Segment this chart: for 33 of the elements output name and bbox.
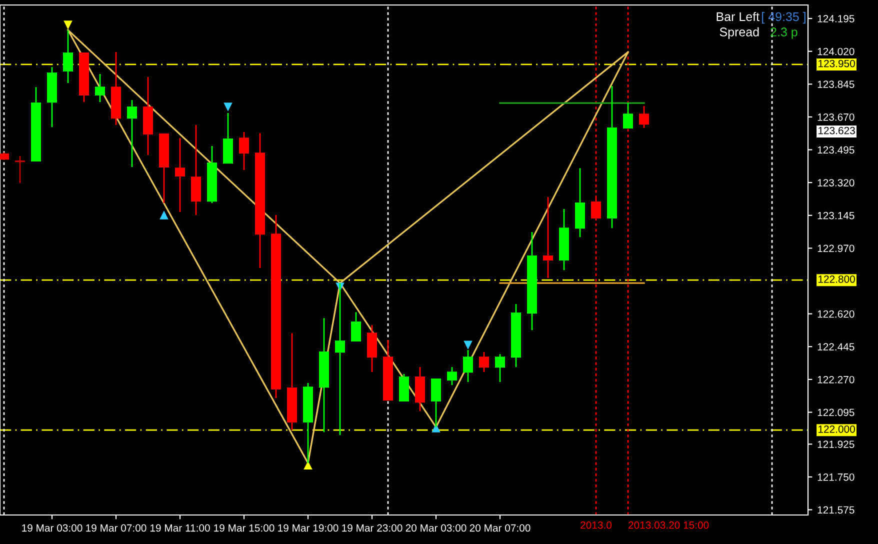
- x-tick-label: 19 Mar 23:00: [342, 524, 402, 532]
- ref-line-label: 123.950: [818, 60, 855, 68]
- y-tick-label: 122.620: [818, 310, 854, 318]
- y-tick-label: 123.670: [818, 113, 854, 121]
- x-tick-label: 19 Mar 19:00: [278, 524, 338, 532]
- ref-line-label: 2013.0: [580, 521, 612, 529]
- x-tick-label: 19 Mar 03:00: [22, 524, 82, 532]
- ref-line-label: 122.800: [818, 275, 855, 283]
- x-tick-label: 20 Mar 03:00: [406, 524, 466, 532]
- y-tick-label: 124.020: [818, 48, 854, 56]
- annotation: [ 49:35 ]: [762, 12, 806, 24]
- y-tick-label: 122.970: [818, 244, 854, 252]
- y-tick-label: 123.845: [818, 80, 854, 88]
- x-tick-label: 19 Mar 11:00: [150, 524, 210, 532]
- y-tick-label: 121.750: [818, 473, 854, 481]
- y-tick-label: 122.445: [818, 343, 854, 351]
- y-tick-label: 122.095: [818, 408, 854, 416]
- annotation: 2.3 p: [770, 28, 798, 39]
- ref-line-label: 122.000: [818, 425, 855, 433]
- ref-line-label: 2013.03.20 15:00: [628, 521, 709, 529]
- annotation: Spread: [720, 27, 759, 39]
- x-tick-label: 19 Mar 07:00: [86, 524, 146, 532]
- y-tick-label: 121.575: [818, 506, 854, 514]
- annotation: Bar Left: [716, 12, 760, 22]
- y-tick-label: 121.925: [818, 440, 854, 448]
- y-tick-label: 122.270: [818, 376, 854, 384]
- text: 123.623: [818, 126, 855, 134]
- y-tick-label: 123.495: [818, 146, 854, 154]
- y-tick-label: 123.145: [818, 212, 854, 220]
- y-tick-label: 124.195: [818, 15, 854, 22]
- x-tick-label: 19 Mar 15:00: [214, 524, 274, 532]
- y-tick-label: 123.320: [818, 179, 854, 186]
- x-tick-label: 20 Mar 07:00: [470, 524, 530, 532]
